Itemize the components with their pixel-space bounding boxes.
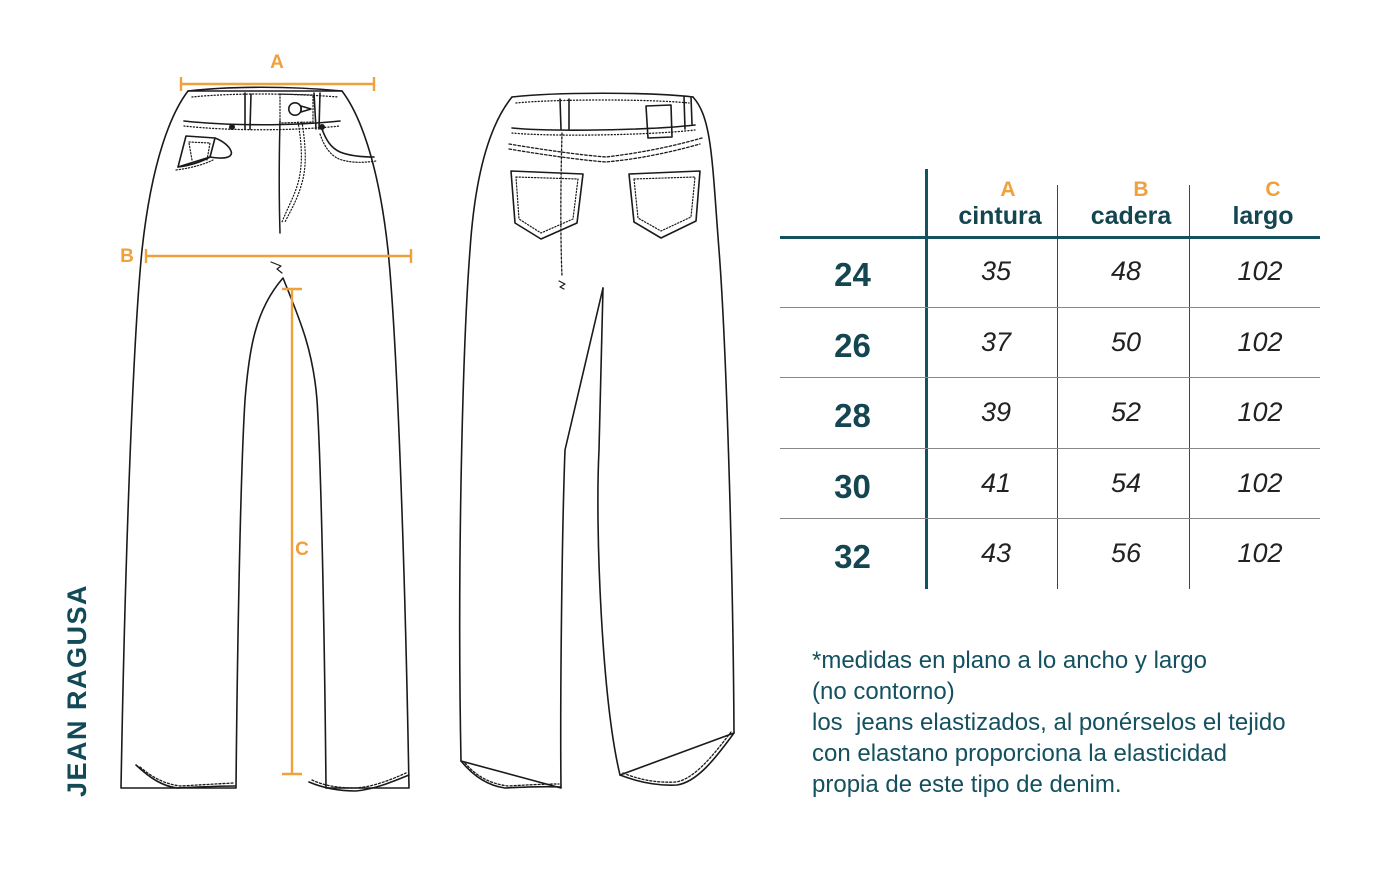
svg-text:A: A bbox=[270, 52, 284, 73]
svg-text:C: C bbox=[295, 539, 309, 560]
svg-text:B: B bbox=[120, 246, 134, 267]
